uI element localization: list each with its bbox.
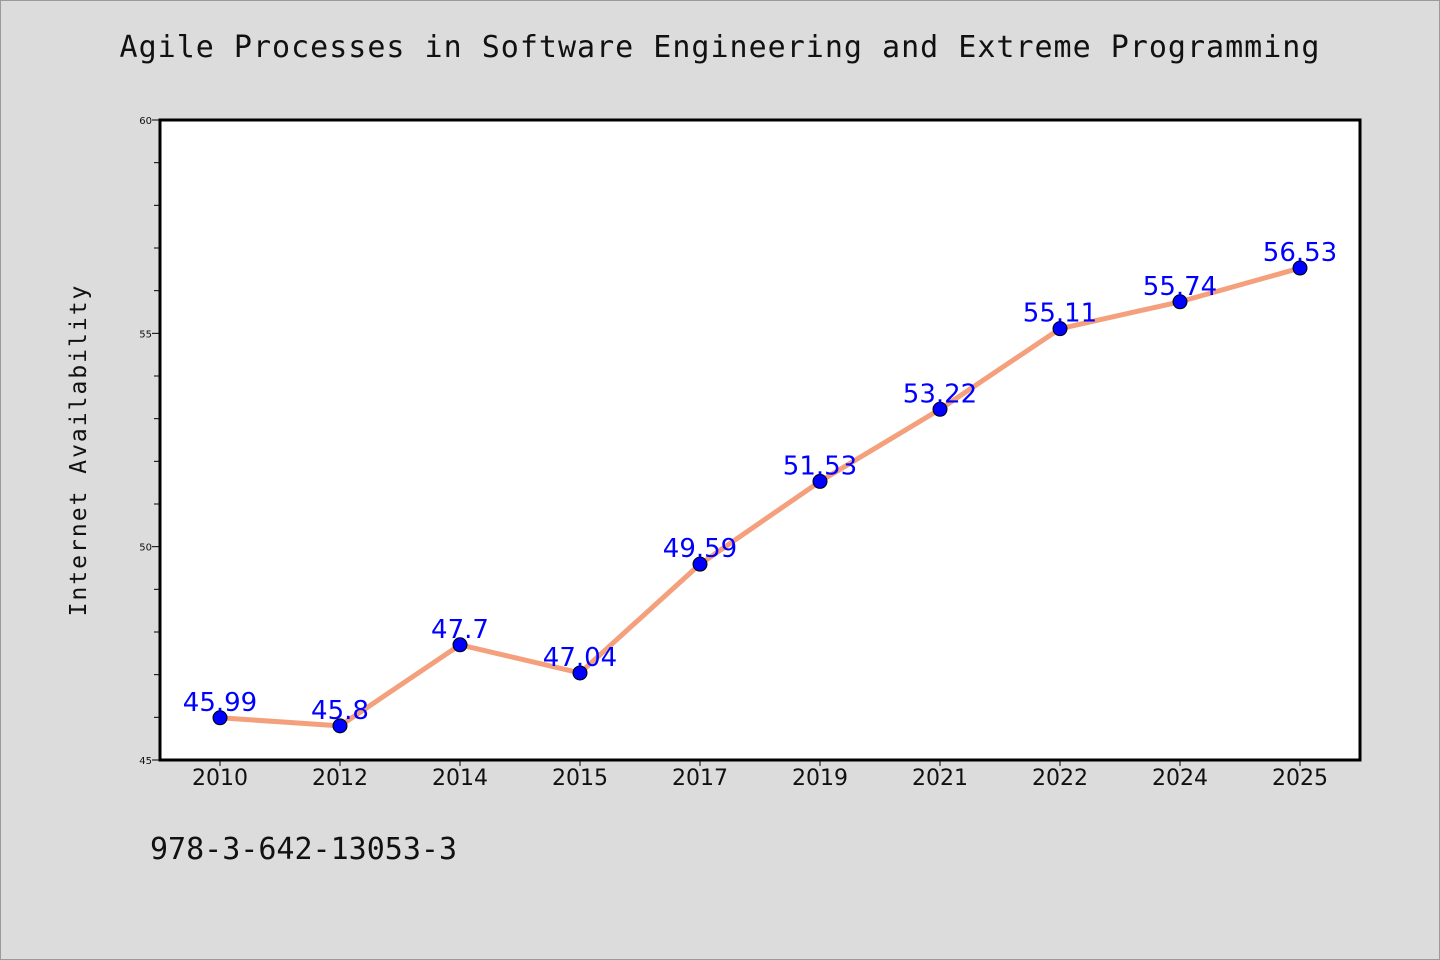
y-axis-label: Internet Availability — [66, 284, 92, 617]
series-line — [219, 265, 1301, 729]
x-tick-label: 2015 — [552, 766, 608, 791]
x-tick-label: 2022 — [1032, 766, 1088, 791]
y-tick-label: 60 — [139, 116, 152, 127]
y-tick-label: 55 — [139, 329, 152, 340]
data-label: 55.11 — [1023, 299, 1097, 329]
x-tick-label: 2017 — [672, 766, 728, 791]
y-tick-label: 45 — [139, 756, 152, 767]
data-labels: 45.99 45.8 47.7 47.04 49.59 51.53 53.22 55.11 55… — [183, 238, 1337, 726]
x-axis: 2010 2012 2014 2015 2017 2019 2021 2022 2024 2025 — [192, 760, 1328, 791]
y-tick-label: 50 — [139, 543, 152, 554]
data-label: 56.53 — [1263, 238, 1337, 268]
data-label: 53.22 — [903, 379, 977, 409]
data-points — [212, 260, 1308, 734]
data-label: 51.53 — [783, 451, 857, 481]
data-point — [572, 665, 588, 681]
data-point — [332, 718, 348, 734]
data-point — [1172, 294, 1188, 310]
isbn-text: 978-3-642-13053-3 — [150, 832, 458, 867]
x-tick-label: 2019 — [792, 766, 848, 791]
data-label: 45.8 — [311, 696, 369, 726]
plot-area — [158, 118, 1362, 762]
x-tick-label: 2021 — [912, 766, 968, 791]
x-tick-label: 2014 — [432, 766, 488, 791]
x-tick-label: 2010 — [192, 766, 248, 791]
data-point — [212, 710, 228, 726]
data-label: 49.59 — [663, 534, 737, 564]
data-point — [692, 556, 708, 572]
y-axis: 45 50 55 60 — [139, 116, 160, 767]
data-label: 45.99 — [183, 688, 257, 718]
x-tick-label: 2012 — [312, 766, 368, 791]
data-label: 55.74 — [1143, 272, 1217, 302]
data-point — [452, 637, 468, 653]
data-label: 47.7 — [431, 615, 489, 645]
data-point — [932, 401, 948, 417]
x-tick-label: 2025 — [1272, 766, 1328, 791]
data-label: 47.04 — [543, 643, 617, 673]
chart-title: Agile Processes in Software Engineering … — [119, 30, 1321, 65]
x-tick-label: 2024 — [1152, 766, 1208, 791]
data-point — [1292, 260, 1308, 276]
data-point — [812, 473, 828, 489]
data-point — [1052, 321, 1068, 337]
